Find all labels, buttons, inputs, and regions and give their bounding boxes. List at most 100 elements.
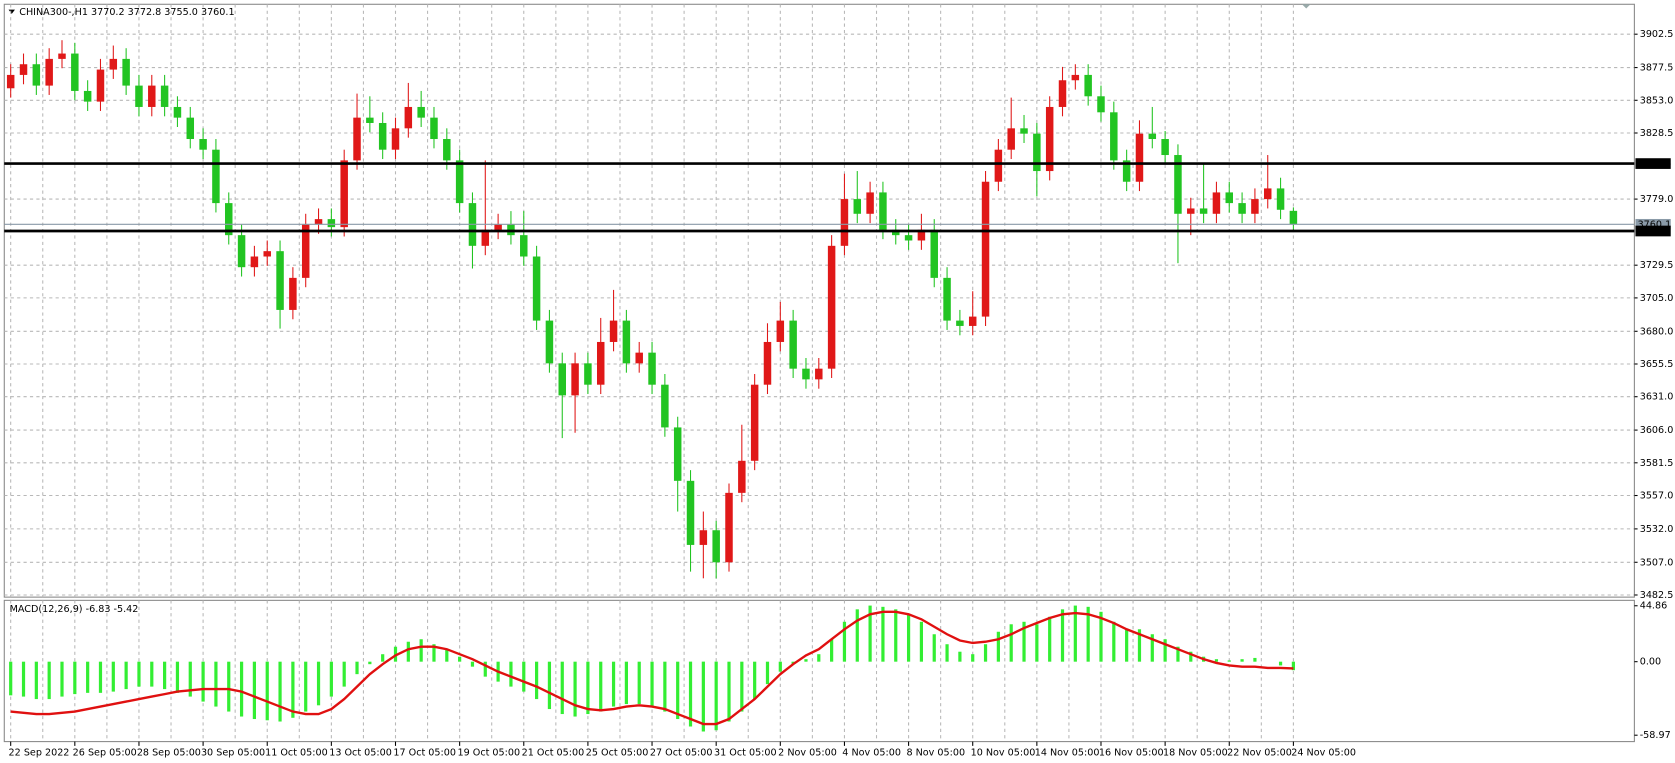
candle-body xyxy=(1058,80,1067,107)
candle-body xyxy=(1187,208,1195,214)
macd-y-tick-label: 0.00 xyxy=(1640,657,1661,668)
candle-body xyxy=(699,530,708,545)
candle-body xyxy=(83,90,92,102)
y-tick-label: 3606.0 xyxy=(1640,425,1674,436)
candle-body xyxy=(96,69,105,102)
candle-body xyxy=(686,480,695,545)
candle-body xyxy=(1238,203,1246,214)
candle-body xyxy=(558,363,566,396)
candle-body xyxy=(199,139,207,150)
candle-body xyxy=(366,117,374,123)
x-tick-label: 26 Sep 05:00 xyxy=(73,747,137,758)
panel-menu-icon[interactable] xyxy=(8,9,15,14)
x-tick-label: 16 Nov 05:00 xyxy=(1099,747,1164,758)
candle-body xyxy=(32,64,41,86)
y-tick-label: 3705.0 xyxy=(1640,293,1674,304)
candle-body xyxy=(917,229,926,241)
candle-body xyxy=(943,277,951,321)
candle-body xyxy=(571,363,579,396)
y-tick-label: 3581.5 xyxy=(1640,458,1674,469)
y-tick-label: 3902.5 xyxy=(1640,29,1674,40)
candle-body xyxy=(789,320,797,369)
chart-title: CHINA300-,H1 3770.2 3772.8 3755.0 3760.1 xyxy=(19,7,234,18)
candle-body xyxy=(596,341,605,385)
current-price-label: 3760.1 xyxy=(1638,219,1672,230)
candle-body xyxy=(648,352,656,385)
candle-body xyxy=(378,122,387,150)
candle-body xyxy=(622,320,631,364)
candle-body xyxy=(19,64,28,75)
y-tick-label: 3680.0 xyxy=(1640,326,1674,337)
candle-body xyxy=(956,320,964,326)
candle-body xyxy=(404,106,413,129)
candle-body xyxy=(1212,192,1221,214)
candle-body xyxy=(122,58,130,86)
candle-body xyxy=(481,229,490,246)
level-label: 3805.6 xyxy=(1638,159,1672,170)
x-tick-label: 18 Nov 05:00 xyxy=(1163,747,1228,758)
candle-body xyxy=(391,128,400,150)
candle-body xyxy=(494,224,502,230)
candle-body xyxy=(738,460,746,493)
candle-body xyxy=(1161,139,1169,156)
candle-body xyxy=(250,256,259,268)
candle-body xyxy=(866,192,874,214)
candle-body xyxy=(635,352,643,364)
candle-body xyxy=(1110,112,1118,161)
candle-body xyxy=(750,384,759,461)
x-tick-label: 19 Oct 05:00 xyxy=(457,747,520,758)
level-label-box xyxy=(1635,158,1671,169)
macd-title: MACD(12,26,9) -6.83 -5.42 xyxy=(10,604,139,615)
x-tick-label: 25 Oct 05:00 xyxy=(586,747,649,758)
x-tick-label: 10 Nov 05:00 xyxy=(971,747,1036,758)
candle-body xyxy=(725,492,733,563)
candle-body xyxy=(661,384,669,428)
candle-body xyxy=(1071,74,1080,81)
candle-body xyxy=(353,117,361,161)
candle-body xyxy=(994,149,1003,182)
candle-body xyxy=(340,160,348,228)
x-tick-label: 22 Nov 05:00 xyxy=(1227,747,1292,758)
y-tick-label: 3853.0 xyxy=(1640,95,1674,106)
candle-body xyxy=(1007,128,1015,150)
candle-body xyxy=(314,219,323,225)
x-tick-label: 14 Nov 05:00 xyxy=(1035,747,1100,758)
candle-body xyxy=(802,368,810,380)
candle-body xyxy=(1276,188,1285,210)
candle-body xyxy=(430,117,438,140)
candle-body xyxy=(981,181,990,317)
level-label-box xyxy=(1635,225,1671,237)
candle-body xyxy=(853,199,862,214)
macd-y-tick-label: 44.86 xyxy=(1640,601,1668,612)
candle-body xyxy=(45,58,53,86)
y-tick-label: 3828.5 xyxy=(1640,128,1674,139)
candle-body xyxy=(455,160,464,204)
x-tick-label: 11 Oct 05:00 xyxy=(265,747,328,758)
macd-panel xyxy=(3,599,1635,743)
candle-body xyxy=(173,106,182,118)
main-panel xyxy=(3,3,1635,598)
x-tick-label: 28 Sep 05:00 xyxy=(137,747,201,758)
shift-marker xyxy=(1301,4,1311,9)
candle-body xyxy=(520,235,528,257)
candle-body xyxy=(1084,74,1092,97)
candle-body xyxy=(1122,160,1131,182)
candle-body xyxy=(327,219,336,228)
candle-body xyxy=(776,320,785,342)
y-tick-label: 3631.0 xyxy=(1640,392,1674,403)
candle-body xyxy=(1148,133,1157,140)
candle-body xyxy=(58,53,66,59)
candle-body xyxy=(135,85,143,107)
candle-body xyxy=(673,427,682,481)
candle-body xyxy=(109,58,118,70)
candle-body xyxy=(532,256,541,321)
candle-body xyxy=(443,139,451,161)
x-tick-label: 30 Sep 05:00 xyxy=(201,747,265,758)
candle-body xyxy=(1174,155,1182,214)
candle-body xyxy=(763,341,772,385)
x-tick-label: 31 Oct 05:00 xyxy=(714,747,777,758)
x-tick-label: 2 Nov 05:00 xyxy=(778,747,837,758)
candle-body xyxy=(815,368,823,380)
x-tick-label: 27 Oct 05:00 xyxy=(650,747,713,758)
